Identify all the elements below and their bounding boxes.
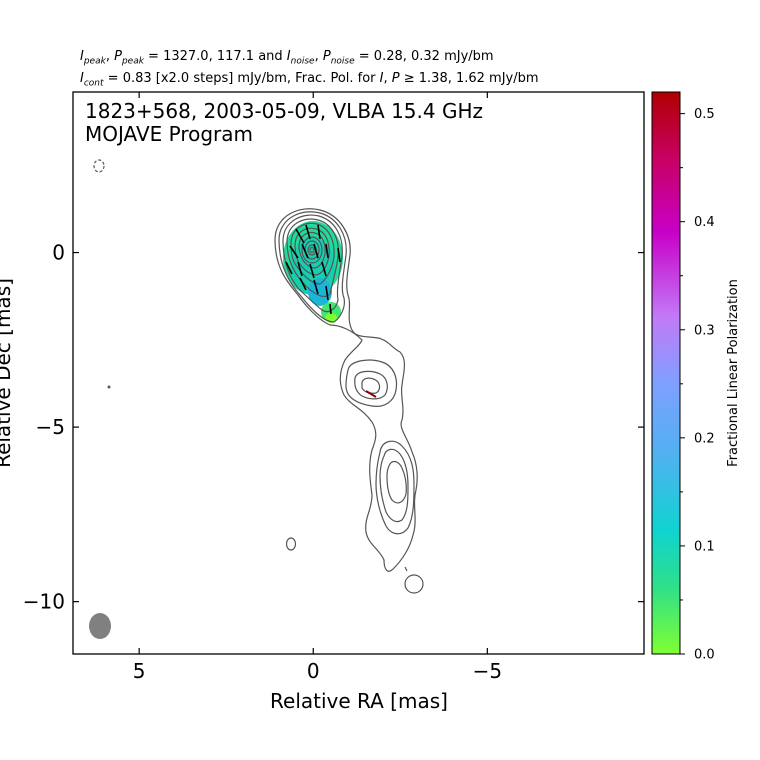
separator: ,: [105, 49, 115, 64]
contour-knot1-4: [361, 377, 381, 394]
evpa-tick: [295, 228, 305, 244]
restoring-beam: [89, 613, 111, 639]
noise-values: 0.28, 0.32 mJy/bm: [373, 49, 494, 64]
contour-knot1-2: [345, 359, 398, 407]
i-peak-subscript: peak: [83, 56, 106, 67]
x-axis-ticks: 5 0 −5: [133, 92, 502, 683]
y-tick-label: 0: [52, 241, 65, 265]
colorbar-tick-label: 0.2: [694, 431, 715, 446]
contour-lines: [93, 159, 424, 594]
colorbar-tick-label: 0.5: [694, 107, 715, 122]
contour-knot2-2: [375, 440, 415, 535]
p-symbol: P: [114, 49, 122, 64]
jet-polarization-blue: [308, 278, 332, 306]
peak-values: 1327.0, 117.1: [163, 49, 255, 64]
threshold-info: ≥ 1.38, 1.62 mJy/bm: [399, 71, 539, 86]
evpa-tick: [305, 224, 311, 240]
evpa-ticks: [285, 224, 377, 398]
x-axis-label: Relative RA [mas]: [270, 689, 448, 713]
y-tick-label: −10: [23, 590, 65, 614]
contour-negative: [93, 159, 105, 173]
evpa-tick: [313, 243, 319, 259]
colorbar-tick-label: 0.3: [694, 323, 715, 338]
y-tick-label: −5: [36, 415, 65, 439]
separator: ,: [383, 71, 392, 86]
and-word: and: [254, 49, 287, 64]
contour-5: [290, 222, 335, 285]
title-line-2: MOJAVE Program: [85, 122, 254, 146]
equals: =: [354, 49, 374, 64]
contour-3: [282, 214, 343, 313]
evpa-tick: [317, 224, 321, 240]
i-symbol: I: [286, 49, 291, 64]
evpa-tick: [325, 243, 329, 259]
contour-2: [278, 211, 347, 323]
i-noise-subscript: noise: [290, 56, 315, 67]
plot-title: 1823+568, 2003-05-09, VLBA 15.4 GHz MOJA…: [85, 100, 483, 146]
i-symbol: I: [379, 71, 384, 86]
contour-dot-2: [404, 566, 408, 572]
i-symbol: I: [80, 71, 84, 86]
contour-8: [301, 236, 323, 264]
evpa-tick: [285, 261, 293, 275]
x-tick-label: 0: [307, 659, 320, 683]
evpa-tick: [309, 263, 315, 279]
evpa-tick: [299, 277, 307, 291]
contour-7: [298, 231, 326, 269]
p-noise-subscript: noise: [330, 56, 355, 67]
contour-dot: [107, 385, 111, 389]
header-line-1: Ipeak, Ppeak = 1327.0, 117.1 and Inoise,…: [80, 49, 494, 67]
title-line-1: 1823+568, 2003-05-09, VLBA 15.4 GHz: [85, 99, 483, 123]
colorbar-tick-label: 0.1: [694, 539, 715, 554]
y-axis-ticks: 0 −5 −10: [23, 241, 644, 614]
colorbar-label: Fractional Linear Polarization: [726, 279, 741, 467]
contour-knot3: [404, 574, 424, 594]
contour-knot1-3: [354, 370, 388, 400]
contour-knot2-4: [386, 460, 407, 504]
p-symbol: P: [322, 49, 331, 64]
y-axis-label: Relative Dec [mas]: [0, 278, 15, 468]
p-symbol: P: [391, 71, 400, 86]
separator: ,: [314, 49, 323, 64]
colorbar-tick-label: 0.4: [694, 215, 715, 230]
evpa-tick-knot: [365, 390, 377, 398]
evpa-tick: [321, 261, 327, 277]
evpa-tick: [313, 279, 319, 295]
evpa-tick: [329, 303, 332, 315]
plot-frame: [72, 91, 645, 655]
evpa-tick: [301, 243, 309, 259]
equals: =: [143, 49, 164, 64]
x-tick-label: 5: [133, 659, 146, 683]
evpa-tick: [337, 247, 341, 263]
colorbar-tick-label: 0.0: [694, 648, 715, 663]
x-tick-label: −5: [473, 659, 502, 683]
colorbar: [651, 91, 681, 655]
colorbar-ticks: 0.0 0.1 0.2 0.3 0.4 0.5: [680, 107, 715, 663]
contour-outer: [274, 208, 418, 572]
i-symbol: I: [80, 49, 84, 64]
i-cont-subscript: cont: [83, 78, 104, 89]
contour-spot: [285, 537, 297, 551]
evpa-tick: [289, 245, 299, 259]
contour-knot2-3: [379, 448, 409, 523]
header-line-2: Icont = 0.83 [x2.0 steps] mJy/bm, Frac. …: [80, 71, 539, 89]
evpa-tick: [297, 261, 303, 277]
p-peak-subscript: peak: [121, 56, 144, 67]
evpa-tick: [325, 285, 329, 301]
contour-11: [309, 246, 315, 254]
contour-info: = 0.83 [x2.0 steps] mJy/bm, Frac. Pol. f…: [103, 71, 380, 86]
